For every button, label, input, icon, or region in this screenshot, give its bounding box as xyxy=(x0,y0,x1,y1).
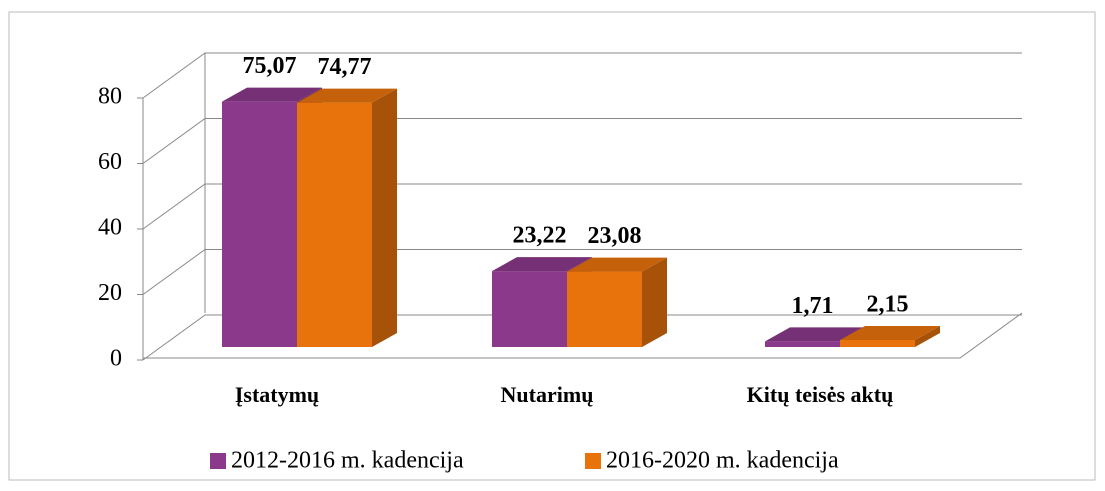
legend-label: 2012-2016 m. kadencija xyxy=(231,448,464,474)
chart-frame xyxy=(8,11,1096,481)
bar xyxy=(297,88,397,348)
legend-marker xyxy=(210,453,226,469)
x-tick-label: Įstatymų xyxy=(235,382,319,407)
bar-top xyxy=(297,88,397,103)
bar-side xyxy=(372,88,397,348)
grid-line xyxy=(142,249,1022,295)
bar-top xyxy=(840,325,940,340)
bar-front xyxy=(222,101,297,348)
value-label: 2,15 xyxy=(867,291,909,317)
bar xyxy=(840,325,940,347)
grid-line xyxy=(142,183,1022,230)
y-tick-label: 40 xyxy=(98,215,122,241)
y-tick-label: 0 xyxy=(110,346,122,372)
bar-top xyxy=(765,327,865,342)
x-tick-label: Nutarimų xyxy=(501,382,594,407)
value-label: 75,07 xyxy=(243,53,297,79)
x-tick-label: Kitų teisės aktų xyxy=(747,382,894,407)
bar-front xyxy=(297,102,372,347)
bar-side xyxy=(642,257,667,347)
y-tick-label: 20 xyxy=(98,280,122,306)
value-label: 23,22 xyxy=(513,223,567,249)
value-label: 1,71 xyxy=(792,293,834,319)
floor-edge xyxy=(143,312,1023,359)
bar-front xyxy=(840,339,915,347)
value-label: 23,08 xyxy=(588,223,642,249)
grid-line xyxy=(142,314,1022,361)
bar-front xyxy=(492,271,567,347)
y-tick-label: 60 xyxy=(98,149,122,175)
bar xyxy=(567,257,667,347)
legend-marker xyxy=(585,453,601,469)
value-label: 74,77 xyxy=(318,54,372,80)
y-tick-label: 80 xyxy=(98,84,122,110)
bar-top xyxy=(567,257,667,272)
bar-front xyxy=(765,341,840,347)
bar-top xyxy=(492,257,592,272)
bar-side xyxy=(915,325,940,347)
legend-label: 2016-2020 m. kadencija xyxy=(606,448,839,474)
bar-front xyxy=(567,271,642,347)
grid-line xyxy=(142,52,1022,99)
bar-top xyxy=(222,87,322,102)
grid-line xyxy=(142,118,1022,164)
